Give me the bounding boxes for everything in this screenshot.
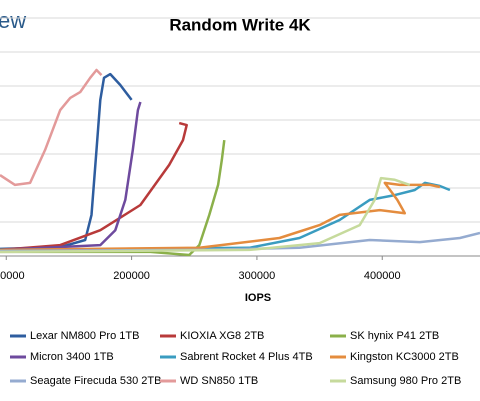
legend-label: Kingston KC3000 2TB — [350, 351, 459, 363]
x-axis-label: IOPS — [245, 292, 271, 304]
series-line — [0, 68, 103, 187]
legend-label: Seagate Firecuda 530 2TB — [30, 375, 161, 387]
legend-label: WD SN850 1TB — [180, 375, 258, 387]
logo-text: ew — [0, 8, 26, 33]
series-line — [0, 139, 226, 257]
series-line — [0, 101, 142, 252]
series-line — [0, 72, 133, 251]
legend-label: Micron 3400 1TB — [30, 351, 114, 363]
legend-label: Sabrent Rocket 4 Plus 4TB — [180, 351, 313, 363]
x-tick-label: 300000 — [239, 270, 276, 282]
x-tick-label: 100000 — [0, 270, 25, 282]
x-tick-label: 400000 — [364, 270, 401, 282]
legend-label: SK hynix P41 2TB — [350, 330, 439, 342]
series-line — [0, 181, 441, 252]
series-line — [0, 121, 188, 252]
legend-label: Samsung 980 Pro 2TB — [350, 375, 461, 387]
chart-title: Random Write 4K — [169, 15, 311, 34]
series-line — [0, 176, 411, 254]
legend-label: Lexar NM800 Pro 1TB — [30, 330, 139, 342]
legend-label: KIOXIA XG8 2TB — [180, 330, 264, 342]
x-tick-label: 200000 — [113, 270, 150, 282]
